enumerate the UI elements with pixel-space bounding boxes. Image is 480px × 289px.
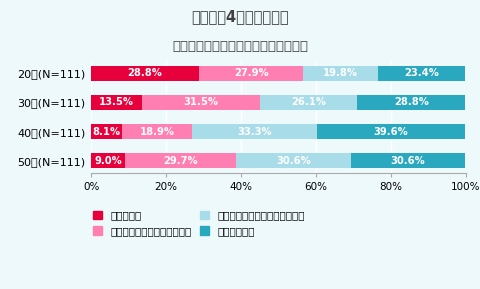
Text: 30.6%: 30.6% (276, 156, 311, 166)
Bar (378, 66, 465, 81)
Text: 19.8%: 19.8% (323, 68, 358, 78)
Bar (91, 95, 142, 110)
Text: 29.7%: 29.7% (163, 156, 198, 166)
Text: 13.5%: 13.5% (99, 97, 134, 108)
Text: 9.0%: 9.0% (94, 156, 122, 166)
Text: 39.6%: 39.6% (374, 127, 408, 137)
Text: 30.6%: 30.6% (391, 156, 425, 166)
Bar (125, 153, 236, 168)
Text: 33.3%: 33.3% (237, 127, 272, 137)
Bar (199, 66, 303, 81)
Bar (303, 66, 378, 81)
Text: 26.1%: 26.1% (291, 97, 326, 108)
Text: 31.5%: 31.5% (183, 97, 218, 108)
Bar (142, 95, 260, 110)
Text: 28.8%: 28.8% (394, 97, 429, 108)
Bar (317, 124, 465, 139)
Text: 18.9%: 18.9% (139, 127, 174, 137)
Text: 23.4%: 23.4% (404, 68, 439, 78)
Bar (236, 153, 351, 168)
Bar (121, 124, 192, 139)
Bar (351, 153, 465, 168)
Bar (91, 153, 125, 168)
Bar (358, 95, 465, 110)
Bar (260, 95, 358, 110)
Text: 27.9%: 27.9% (234, 68, 269, 78)
Text: 【グラフ4】（年代別）: 【グラフ4】（年代別） (191, 9, 289, 24)
Text: 職場における義理チョコ文化の支持率: 職場における義理チョコ文化の支持率 (172, 40, 308, 53)
Text: 8.1%: 8.1% (92, 127, 120, 137)
Text: 28.8%: 28.8% (128, 68, 163, 78)
Legend: 良いと思う, どちらかというと良いと思う, どちらかというと好ましくない, 好ましくない: 良いと思う, どちらかというと良いと思う, どちらかというと好ましくない, 好ま… (93, 211, 305, 236)
Bar (192, 124, 317, 139)
Bar (91, 66, 199, 81)
Bar (91, 124, 121, 139)
